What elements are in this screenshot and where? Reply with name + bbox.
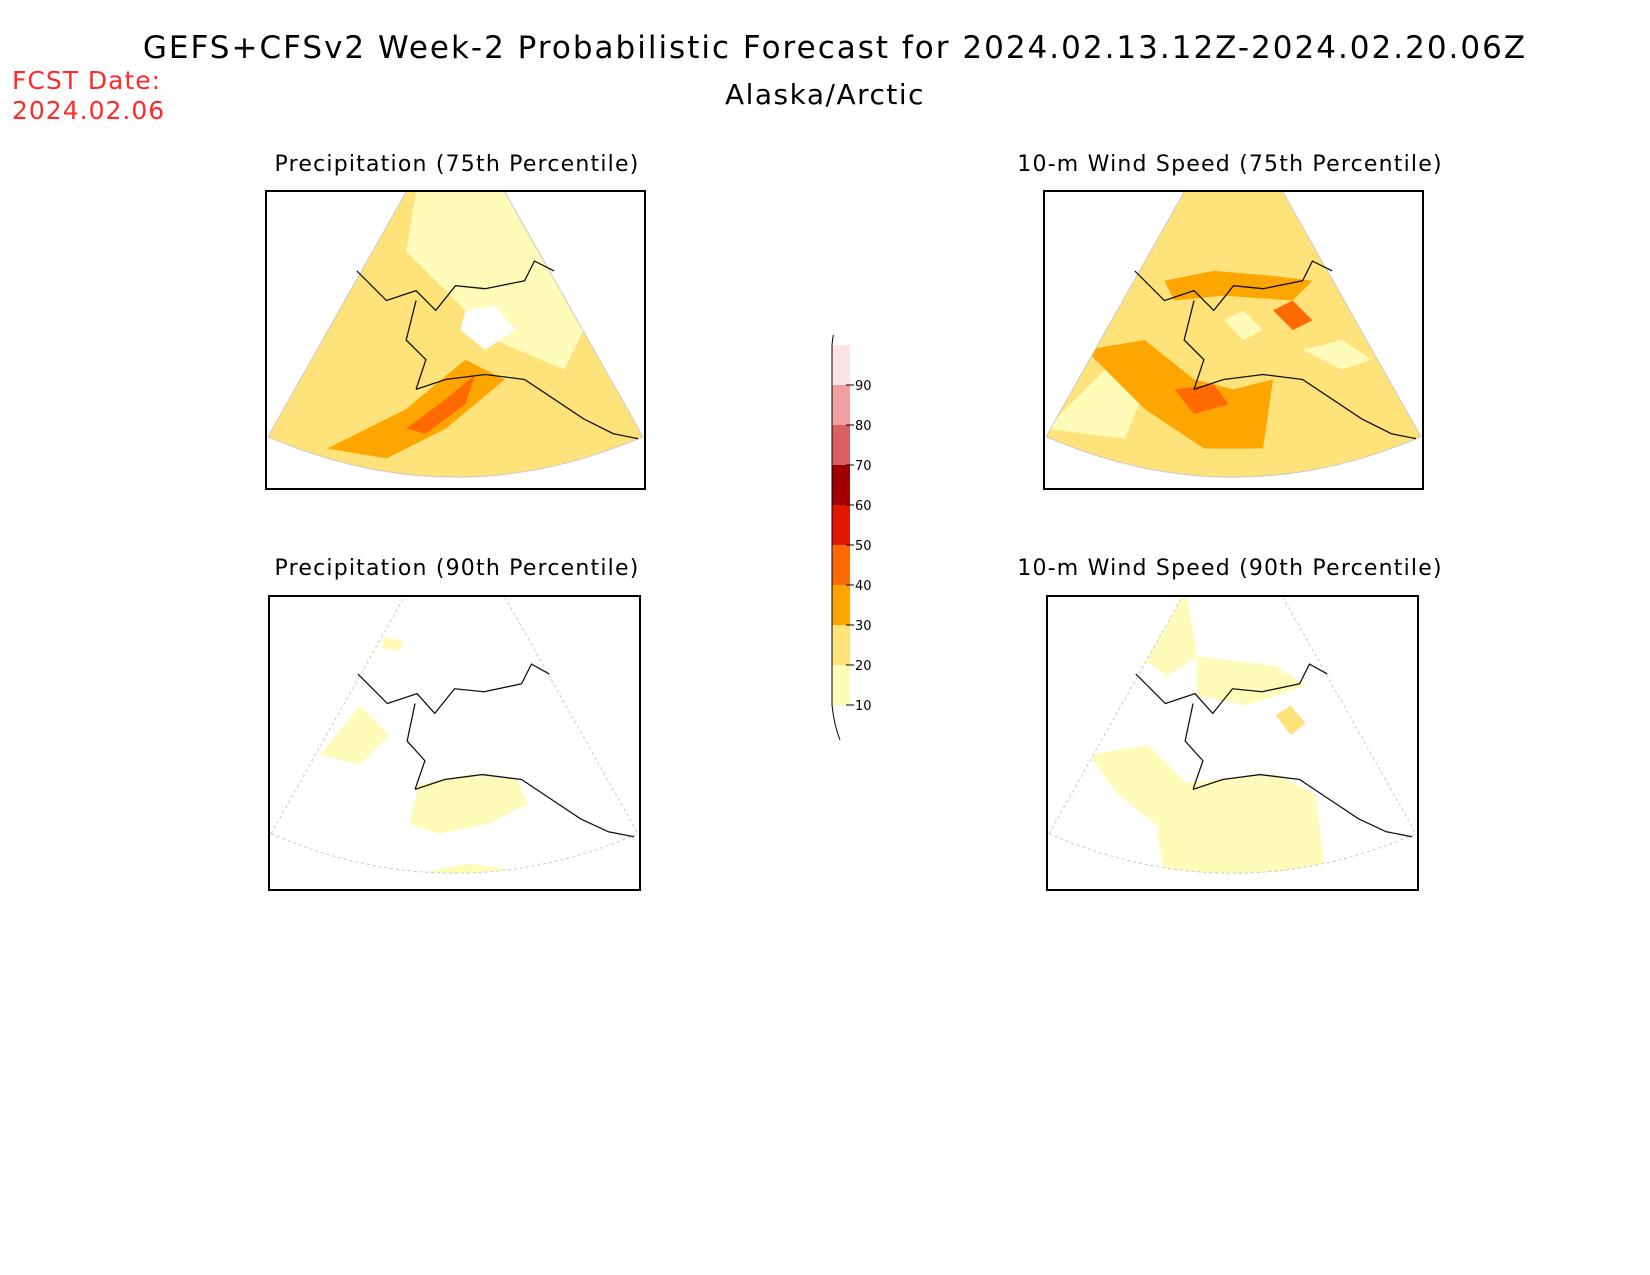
forecast-date-value: 2024.02.06 bbox=[12, 96, 166, 125]
map-precip-90 bbox=[268, 595, 641, 891]
colorbar-swatch-10 bbox=[832, 665, 850, 705]
forecast-date-label: FCST Date: bbox=[12, 66, 162, 95]
panel-title-precip-90: Precipitation (90th Percentile) bbox=[274, 556, 640, 581]
colorbar-label-70: 70 bbox=[855, 459, 872, 474]
region-subtitle: Alaska/Arctic bbox=[724, 78, 926, 111]
colorbar-top-end bbox=[831, 309, 841, 346]
colorbar-label-50: 50 bbox=[855, 539, 872, 554]
map-precip-75-svg bbox=[267, 192, 644, 478]
colorbar-svg: 10 20 30 40 50 60 70 80 90 bbox=[831, 309, 872, 741]
map-wind-75-svg bbox=[1045, 192, 1422, 478]
map-precip-75 bbox=[265, 190, 646, 490]
colorbar-label-10: 10 bbox=[855, 699, 872, 714]
colorbar-swatch-50 bbox=[832, 505, 850, 545]
colorbar-label-40: 40 bbox=[855, 579, 872, 594]
map-wind-75 bbox=[1043, 190, 1424, 490]
colorbar-swatch-30 bbox=[832, 585, 850, 625]
map-wind-90-svg bbox=[1048, 597, 1417, 874]
panel-title-precip-75: Precipitation (75th Percentile) bbox=[274, 152, 640, 177]
map-wind-90 bbox=[1046, 595, 1419, 891]
colorbar-bottom-end bbox=[831, 704, 841, 741]
colorbar-label-60: 60 bbox=[855, 499, 872, 514]
colorbar-swatch-70 bbox=[832, 425, 850, 465]
map-precip-90-svg bbox=[270, 597, 639, 874]
forecast-date: FCST Date: 2024.02.06 bbox=[12, 66, 165, 126]
colorbar-swatch-90 bbox=[832, 345, 850, 385]
colorbar-label-30: 30 bbox=[855, 619, 872, 634]
colorbar-swatch-80 bbox=[832, 385, 850, 425]
colorbar-swatch-40 bbox=[832, 545, 850, 585]
panel-title-wind-90: 10-m Wind Speed (90th Percentile) bbox=[1017, 556, 1443, 581]
colorbar-label-80: 80 bbox=[855, 419, 872, 434]
colorbar-label-90: 90 bbox=[855, 379, 872, 394]
colorbar: 10 20 30 40 50 60 70 80 90 bbox=[820, 309, 900, 745]
page-title: GEFS+CFSv2 Week-2 Probabilistic Forecast… bbox=[142, 30, 1528, 66]
colorbar-swatch-20 bbox=[832, 625, 850, 665]
colorbar-label-20: 20 bbox=[855, 659, 872, 674]
colorbar-swatch-60 bbox=[832, 465, 850, 505]
panel-title-wind-75: 10-m Wind Speed (75th Percentile) bbox=[1017, 152, 1443, 177]
